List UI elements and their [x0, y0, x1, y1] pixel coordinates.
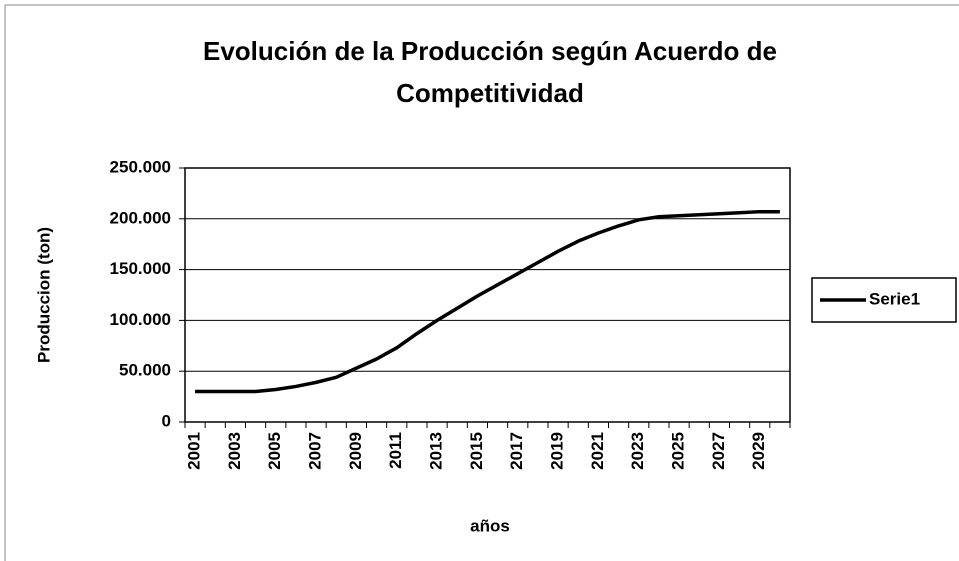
legend-label: Serie1 — [869, 289, 920, 308]
y-tick-label: 200.000 — [110, 208, 171, 227]
x-tick-label: 2023 — [628, 432, 647, 470]
y-tick-label: 0 — [162, 411, 171, 430]
x-tick-label: 2017 — [507, 432, 526, 470]
chart-title: Evolución de la Producción según Acuerdo… — [202, 36, 778, 108]
x-tick-label: 2015 — [467, 432, 486, 470]
x-tick-label: 2005 — [265, 432, 284, 470]
x-tick-label: 2029 — [749, 432, 768, 470]
y-axis-label: Produccion (ton) — [34, 227, 53, 363]
x-tick-label: 2007 — [306, 432, 325, 470]
x-tick-label: 2013 — [427, 432, 446, 470]
x-tick-label: 2009 — [346, 432, 365, 470]
line — [195, 209, 780, 394]
y-tick-label: 50.000 — [119, 361, 171, 380]
plot-area — [184, 167, 791, 423]
x-tick-label: 2019 — [548, 432, 567, 470]
x-tick-label: 2025 — [669, 432, 688, 470]
y-tick-label: 250.000 — [110, 157, 171, 176]
y-tick-label: 150.000 — [110, 259, 171, 278]
x-tick-label: 2027 — [709, 432, 728, 470]
x-tick-label: 2011 — [386, 432, 405, 469]
y-tick-label: 100.000 — [110, 310, 171, 329]
x-axis-label: años — [470, 516, 510, 535]
x-tick-label: 2021 — [588, 432, 607, 470]
x-tick-label: 2001 — [185, 432, 204, 470]
x-tick-label: 2003 — [225, 432, 244, 470]
